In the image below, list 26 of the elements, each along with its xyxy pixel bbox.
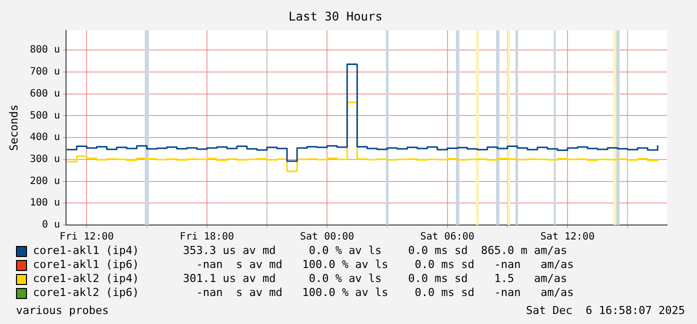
legend-label: core1-akl2 (ip4) <box>33 272 140 286</box>
y-tick-label: 0 u <box>42 220 60 231</box>
y-tick-label: 500 u <box>30 110 60 122</box>
text: -nan s av md 100.0 % av ls 0.0 ms sd -nan am/as <box>195 286 574 300</box>
x-tick-label: Fri 12:00 <box>60 232 114 243</box>
x-tick-label: Sat 12:00 <box>540 232 595 243</box>
chart-title: Last 30 Hours <box>288 9 382 24</box>
y-tick-label: 600 u <box>30 88 60 100</box>
y-axis-title: Seconds <box>7 104 20 151</box>
y-tick-label: 700 u <box>30 66 60 78</box>
text: 301.1 us av md 0.0 % av ls 0.0 ms sd 1.5 am/as <box>183 272 568 286</box>
text: Sat Dec 6 16:58:07 2025 <box>526 304 685 317</box>
x-tick-label: Fri 18:00 <box>180 232 234 243</box>
legend-label: core1-akl1 (ip4) <box>33 244 140 258</box>
text: various probes <box>16 304 109 317</box>
y-tick-label: 200 u <box>30 176 60 187</box>
x-tick-label: Sat 06:00 <box>420 232 474 243</box>
legend-label: core1-akl1 (ip6) <box>33 258 140 272</box>
text: -nan s av md 100.0 % av ls 0.0 ms sd -nan am/as <box>195 258 574 272</box>
y-tick-label: 300 u <box>30 154 60 165</box>
legend-label: core1-akl2 (ip6) <box>33 286 140 300</box>
text: 353.3 us av md 0.0 % av ls 0.0 ms sd 865.0 m am/as <box>183 244 568 258</box>
y-tick-label: 800 u <box>30 44 60 56</box>
x-tick-label: Sat 00:00 <box>300 232 354 243</box>
y-tick-label: 100 u <box>30 198 60 209</box>
y-tick-label: 400 u <box>30 132 60 144</box>
